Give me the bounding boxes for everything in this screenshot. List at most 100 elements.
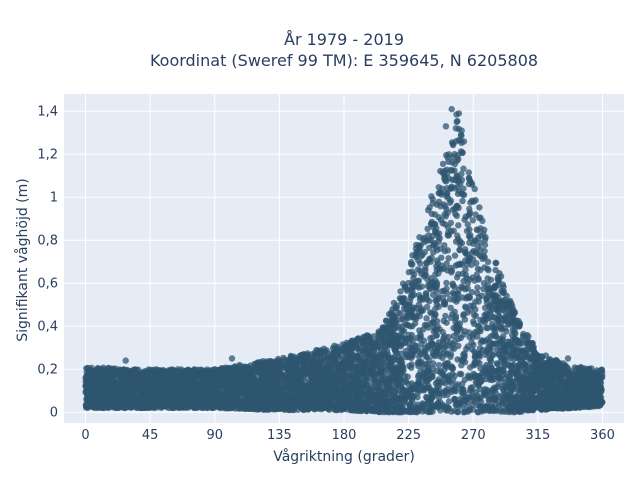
data-point (417, 260, 424, 267)
data-point (459, 197, 466, 205)
data-point (435, 184, 442, 191)
data-point (453, 212, 460, 219)
data-point (387, 397, 394, 405)
data-point (444, 247, 451, 254)
data-point (440, 334, 447, 342)
data-point (441, 211, 448, 218)
data-point (433, 332, 440, 339)
data-point (444, 374, 452, 382)
data-point (397, 288, 404, 295)
data-points (82, 105, 606, 416)
data-point (461, 316, 469, 323)
data-point (455, 335, 462, 342)
data-point (415, 353, 423, 360)
data-point (440, 287, 448, 294)
data-point (466, 205, 473, 213)
data-point (503, 328, 510, 335)
data-point (473, 260, 480, 267)
data-point (455, 271, 462, 278)
data-point (396, 359, 404, 366)
data-point (423, 315, 430, 322)
data-point (478, 292, 486, 299)
data-point (466, 333, 473, 341)
data-point (445, 398, 453, 405)
data-point (454, 232, 461, 239)
data-point (455, 222, 462, 229)
data-point (462, 304, 470, 311)
data-point (429, 393, 436, 401)
data-point (448, 269, 455, 276)
data-point (465, 373, 472, 381)
data-point (452, 313, 460, 320)
data-point (410, 291, 418, 298)
data-point (420, 337, 428, 344)
data-point (414, 283, 421, 290)
data-point (443, 260, 450, 267)
data-point (439, 220, 446, 227)
data-point (427, 335, 434, 342)
data-point (424, 225, 431, 232)
data-point (435, 362, 443, 369)
data-point (481, 386, 488, 393)
data-point (427, 309, 434, 316)
data-point (464, 280, 471, 287)
data-point (424, 397, 432, 404)
data-point (375, 328, 382, 335)
data-point (460, 165, 467, 172)
data-point (469, 217, 477, 224)
data-point (465, 169, 472, 176)
data-point (421, 238, 428, 246)
data-point (393, 302, 400, 309)
data-point (484, 324, 492, 332)
data-point (443, 279, 450, 287)
data-point (475, 298, 482, 305)
data-point (435, 390, 442, 397)
data-point (408, 364, 415, 371)
data-point (474, 243, 482, 250)
data-point (481, 392, 489, 399)
data-point (476, 204, 483, 211)
data-point (459, 357, 466, 365)
data-point (463, 275, 470, 282)
data-point (495, 276, 502, 284)
data-point (467, 302, 474, 309)
data-point (467, 364, 474, 371)
data-point (461, 216, 468, 223)
data-point (493, 346, 501, 353)
data-point (483, 361, 490, 369)
data-point (443, 319, 450, 326)
data-point (449, 280, 456, 287)
data-point (474, 265, 482, 273)
data-point (398, 327, 405, 335)
data-point (451, 252, 459, 259)
data-point (466, 255, 474, 262)
data-point (491, 298, 498, 305)
data-point (412, 320, 419, 327)
data-point (468, 288, 476, 296)
data-point (414, 360, 422, 367)
data-point (571, 364, 578, 371)
data-point (464, 408, 471, 415)
data-point (433, 257, 441, 264)
data-point (416, 292, 423, 299)
chart-title-line1: År 1979 - 2019 (284, 30, 404, 49)
data-point (425, 324, 432, 331)
data-point (452, 325, 460, 333)
data-point (491, 329, 499, 336)
data-point (474, 284, 481, 291)
data-point (462, 266, 469, 273)
data-point (444, 224, 452, 231)
data-point (511, 320, 518, 328)
data-point (527, 340, 535, 347)
data-point (427, 388, 435, 395)
data-point (439, 160, 447, 168)
data-point (409, 261, 416, 268)
data-point (485, 267, 492, 274)
data-point (458, 132, 465, 139)
data-point (474, 289, 481, 297)
data-point (492, 266, 499, 274)
data-point (464, 285, 471, 292)
chart-title-line2: Koordinat (Sweref 99 TM): E 359645, N 62… (150, 51, 538, 70)
data-point (409, 280, 416, 287)
